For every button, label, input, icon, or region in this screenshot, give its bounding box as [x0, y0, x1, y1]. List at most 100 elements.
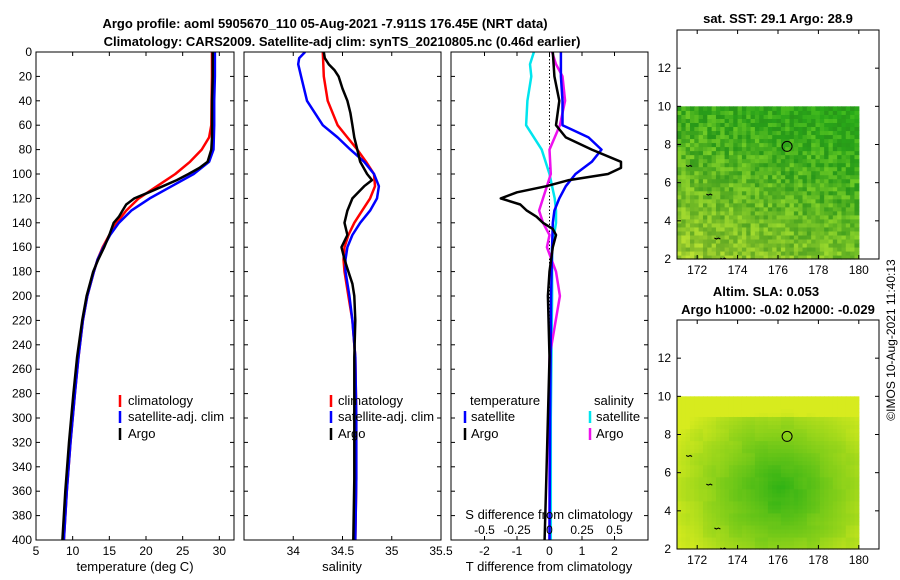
heatmap-cell: [689, 516, 695, 522]
x-tick-label: 34.5: [331, 544, 355, 558]
heatmap-cell: [724, 226, 730, 232]
heatmap-cell: [677, 126, 682, 132]
heatmap-cell: [733, 508, 739, 514]
heatmap-cell: [767, 512, 773, 518]
heatmap-cell: [737, 170, 743, 176]
heatmap-cell: [720, 472, 726, 478]
heatmap-cell: [763, 194, 769, 200]
heatmap-cell: [772, 516, 778, 522]
heatmap-cell: [837, 110, 843, 115]
heatmap-cell: [802, 214, 808, 220]
heatmap-cell: [728, 420, 734, 426]
heatmap-cell: [811, 226, 817, 232]
heatmap-cell: [828, 114, 834, 119]
heatmap-cell: [806, 456, 812, 462]
heatmap-cell: [728, 254, 734, 260]
heatmap-cell: [750, 254, 756, 260]
heatmap-cell: [750, 424, 756, 430]
heatmap-cell: [854, 118, 860, 124]
heatmap-cell: [720, 134, 726, 140]
heatmap-cell: [702, 230, 708, 236]
heatmap-cell: [850, 134, 856, 140]
heatmap-cell: [811, 218, 817, 224]
heatmap-cell: [746, 166, 752, 172]
heatmap-cell: [824, 194, 830, 200]
heatmap-cell: [841, 420, 847, 426]
heatmap-cell: [837, 238, 843, 244]
heatmap-cell: [754, 230, 760, 236]
heatmap-cell: [698, 206, 704, 212]
heatmap-cell: [746, 472, 752, 478]
heatmap-cell: [698, 178, 704, 184]
heatmap-cell: [759, 106, 765, 111]
heatmap-cell: [754, 238, 760, 244]
heatmap-cell: [677, 234, 682, 240]
heatmap-cell: [737, 504, 743, 510]
heatmap-cell: [702, 142, 708, 148]
heatmap-cell: [763, 238, 769, 244]
heatmap-cell: [677, 464, 682, 470]
heatmap-cell: [811, 412, 817, 418]
heatmap-cell: [685, 484, 691, 490]
heatmap-cell: [802, 246, 808, 252]
heatmap-cell: [763, 114, 769, 119]
heatmap-cell: [677, 134, 682, 140]
heatmap-cell: [720, 182, 726, 188]
heatmap-cell: [785, 194, 791, 200]
heatmap-cell: [694, 404, 700, 409]
heatmap-cell: [832, 146, 838, 152]
heatmap-cell: [815, 170, 821, 176]
heatmap-cell: [737, 194, 743, 200]
heatmap-cell: [828, 400, 834, 405]
heatmap-cell: [702, 464, 708, 470]
heatmap-cell: [685, 186, 691, 192]
heatmap-cell: [689, 194, 695, 200]
heatmap-cell: [689, 528, 695, 534]
heatmap-cell: [845, 138, 851, 144]
heatmap-cell: [815, 492, 821, 498]
heatmap-cell: [681, 452, 687, 458]
heatmap-cell: [698, 110, 704, 115]
heatmap-cell: [750, 484, 756, 490]
heatmap-cell: [828, 500, 834, 506]
heatmap-cell: [802, 234, 808, 240]
heatmap-cell: [728, 238, 734, 244]
heatmap-cell: [789, 238, 795, 244]
heatmap-cell: [828, 194, 834, 200]
heatmap-cell: [685, 154, 691, 160]
map-lon-tick-label: 180: [849, 263, 869, 277]
heatmap-cell: [711, 210, 717, 216]
sla-map-title-1: Altim. SLA: 0.053: [713, 284, 819, 299]
heatmap-cell: [733, 420, 739, 426]
heatmap-cell: [759, 206, 765, 212]
heatmap-cell: [750, 508, 756, 514]
heatmap-cell: [715, 154, 721, 160]
map-lat-tick-label: 10: [658, 99, 672, 113]
depth-tick-label: 400: [12, 533, 32, 547]
heatmap-cell: [837, 444, 843, 450]
heatmap-cell: [720, 484, 726, 490]
heatmap-cell: [850, 198, 856, 204]
heatmap-cell: [841, 524, 847, 530]
heatmap-cell: [798, 516, 804, 522]
heatmap-cell: [811, 504, 817, 510]
heatmap-cell: [793, 444, 799, 450]
heatmap-cell: [789, 106, 795, 111]
heatmap-cell: [724, 524, 730, 530]
heatmap-cell: [724, 436, 730, 442]
heatmap-cell: [685, 114, 691, 119]
heatmap-cell: [824, 464, 830, 470]
heatmap-cell: [832, 540, 838, 546]
heatmap-cell: [767, 214, 773, 220]
heatmap-cell: [711, 238, 717, 244]
heatmap-cell: [832, 234, 838, 240]
heatmap-cell: [811, 114, 817, 119]
heatmap-cell: [763, 218, 769, 224]
salinity-xlabel: salinity: [322, 559, 362, 574]
heatmap-cell: [677, 166, 682, 172]
heatmap-cell: [702, 242, 708, 248]
heatmap-cell: [707, 134, 713, 140]
heatmap-cell: [711, 448, 717, 454]
heatmap-cell: [776, 456, 782, 462]
heatmap-cell: [759, 218, 765, 224]
